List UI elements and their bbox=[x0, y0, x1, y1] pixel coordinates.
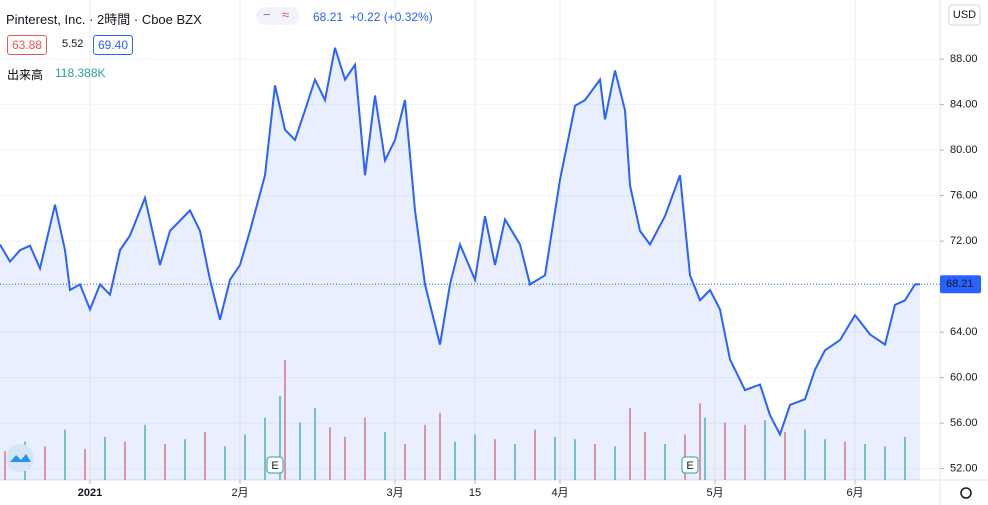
volume-bar bbox=[534, 429, 536, 480]
x-tick-label: 4月 bbox=[551, 487, 568, 499]
last-price: 68.21 bbox=[313, 10, 344, 24]
volume-bar bbox=[494, 439, 496, 480]
volume-bar bbox=[329, 427, 331, 480]
event-marker[interactable] bbox=[681, 456, 699, 474]
last-price-label: 68.21 bbox=[946, 278, 974, 290]
volume-bar bbox=[724, 422, 726, 480]
volume-bar bbox=[574, 439, 576, 480]
volume-bar bbox=[284, 360, 286, 480]
volume-bar bbox=[404, 444, 406, 480]
volume-value: 118.388K bbox=[55, 66, 106, 80]
y-tick-label: 56.00 bbox=[950, 417, 978, 429]
volume-bar bbox=[299, 422, 301, 480]
volume-bar bbox=[314, 408, 316, 480]
y-tick-label: 84.00 bbox=[950, 99, 978, 111]
currency-box[interactable] bbox=[948, 4, 981, 26]
volume-label: 出来高 bbox=[7, 68, 44, 82]
x-tick-label: 15 bbox=[469, 487, 481, 499]
volume-bar bbox=[204, 432, 206, 480]
volume-bar bbox=[804, 429, 806, 480]
volume-bar bbox=[664, 444, 666, 480]
volume-bar bbox=[279, 396, 281, 480]
volume-bar bbox=[699, 403, 701, 480]
price-change: +0.22 (+0.32%) bbox=[350, 10, 433, 24]
logo-shape bbox=[10, 454, 31, 462]
volume-bar bbox=[614, 446, 616, 480]
volume-bar bbox=[124, 441, 126, 480]
volume-bar bbox=[904, 436, 906, 480]
y-tick-label: 80.00 bbox=[950, 144, 978, 156]
volume-bar bbox=[84, 448, 86, 480]
volume-bar bbox=[164, 444, 166, 480]
volume-bar bbox=[104, 436, 106, 480]
event-label: E bbox=[271, 460, 278, 472]
volume-bar bbox=[424, 424, 426, 480]
volume-bar bbox=[384, 432, 386, 480]
volume-bar bbox=[784, 432, 786, 480]
volume-bar bbox=[454, 441, 456, 480]
title: Pinterest, Inc. · 2時間 · Cboe BZX bbox=[6, 12, 202, 27]
area-fill bbox=[0, 47, 920, 481]
plot-bg bbox=[0, 0, 940, 480]
volume-bar bbox=[744, 424, 746, 480]
volume-bar bbox=[184, 439, 186, 480]
bid[interactable]: 63.88 bbox=[7, 35, 48, 55]
volume-bar bbox=[64, 429, 66, 480]
volume-bar bbox=[554, 436, 556, 480]
volume-bar bbox=[224, 446, 226, 480]
toggle[interactable]: − ≈ bbox=[256, 7, 300, 25]
volume-bar bbox=[629, 408, 631, 480]
volume-bar bbox=[4, 451, 6, 480]
ask[interactable]: 69.40 bbox=[93, 35, 134, 55]
event-label: E bbox=[686, 460, 693, 472]
x-tick-label: 2021 bbox=[78, 487, 102, 499]
x-tick-label: 5月 bbox=[706, 487, 723, 499]
volume-bar bbox=[439, 412, 441, 480]
volume-bar bbox=[344, 436, 346, 480]
last-price-tag bbox=[940, 275, 981, 294]
volume-bar bbox=[594, 444, 596, 480]
volume-bar bbox=[44, 446, 46, 480]
volume-bar bbox=[864, 444, 866, 480]
volume-bar bbox=[824, 439, 826, 480]
volume-bar bbox=[764, 420, 766, 480]
volume-bar bbox=[244, 434, 246, 480]
volume-bar bbox=[144, 424, 146, 480]
x-tick-label: 6月 bbox=[846, 487, 863, 499]
event-marker[interactable] bbox=[266, 456, 284, 474]
x-tick-label: 3月 bbox=[386, 487, 403, 499]
volume-bar bbox=[644, 432, 646, 480]
logo bbox=[6, 444, 34, 472]
settings-icon[interactable] bbox=[960, 487, 972, 499]
volume-bar bbox=[474, 434, 476, 480]
price-line bbox=[0, 47, 921, 438]
y-tick-label: 64.00 bbox=[950, 326, 978, 338]
y-tick-label: 60.00 bbox=[950, 372, 978, 384]
volume-bar bbox=[844, 441, 846, 480]
spread: 5.52 bbox=[62, 38, 84, 50]
x-tick-label: 2月 bbox=[231, 487, 248, 499]
currency: USD bbox=[953, 9, 976, 21]
volume-bar bbox=[264, 417, 266, 480]
y-tick-label: 72.00 bbox=[950, 235, 978, 247]
volume-bar bbox=[884, 446, 886, 480]
y-tick-label: 88.00 bbox=[950, 53, 978, 65]
volume-bar bbox=[364, 417, 366, 480]
volume-bar bbox=[514, 444, 516, 480]
volume-bar bbox=[704, 417, 706, 480]
y-tick-label: 52.00 bbox=[950, 463, 978, 475]
y-tick-label: 76.00 bbox=[950, 190, 978, 202]
